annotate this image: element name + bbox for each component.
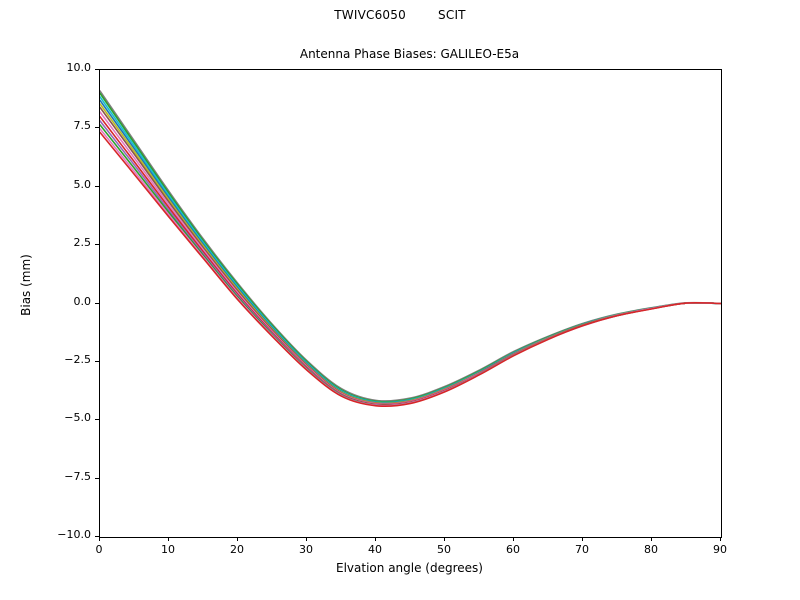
plot-lines-svg	[100, 90, 721, 408]
y-tick-label: 7.5	[73, 119, 92, 133]
chart-title: Antenna Phase Biases: GALILEO-E5a	[299, 47, 520, 61]
series-line	[100, 99, 721, 404]
y-tick-mark	[95, 303, 99, 304]
y-tick-mark	[95, 186, 99, 187]
x-tick-mark	[513, 537, 514, 541]
y-tick-label: 5.0	[73, 177, 92, 191]
plot-area	[99, 69, 722, 538]
y-tick-label: 2.5	[73, 236, 92, 250]
series-line	[100, 120, 721, 407]
x-tick-mark	[168, 537, 169, 541]
series-line	[100, 115, 721, 406]
series-line	[100, 92, 721, 403]
x-tick-label: 80	[644, 543, 658, 556]
y-tick-label: −5.0	[64, 411, 91, 425]
series-line	[100, 103, 721, 405]
y-tick-label: −7.5	[64, 469, 91, 483]
y-tick-mark	[95, 69, 99, 70]
x-tick-mark	[720, 537, 721, 541]
x-tick-mark	[582, 537, 583, 541]
x-tick-label: 70	[575, 543, 589, 556]
series-line	[100, 131, 721, 408]
x-tick-mark	[444, 537, 445, 541]
x-tick-label: 40	[368, 543, 382, 556]
x-tick-label: 0	[95, 543, 103, 556]
series-line	[100, 111, 721, 406]
series-lines-group	[100, 90, 721, 408]
y-axis-label: Bias (mm)	[19, 254, 33, 316]
series-line	[100, 106, 721, 405]
x-tick-label: 30	[299, 543, 313, 556]
x-tick-mark	[237, 537, 238, 541]
x-axis-label: Elvation angle (degrees)	[336, 561, 483, 575]
x-tick-label: 90	[713, 543, 727, 556]
y-tick-label: 10.0	[66, 61, 92, 74]
x-tick-label: 10	[161, 543, 175, 556]
y-tick-mark	[95, 478, 99, 479]
x-tick-mark	[306, 537, 307, 541]
x-tick-mark	[651, 537, 652, 541]
x-tick-label: 20	[230, 543, 244, 556]
series-line	[100, 96, 721, 404]
x-tick-label: 50	[437, 543, 451, 556]
y-tick-mark	[95, 244, 99, 245]
x-tick-label: 60	[506, 543, 520, 556]
y-tick-label: 0.0	[73, 294, 92, 308]
y-tick-mark	[95, 419, 99, 420]
y-tick-mark	[95, 536, 99, 537]
y-tick-mark	[95, 361, 99, 362]
series-line	[100, 124, 721, 407]
y-tick-label: −2.5	[64, 352, 91, 366]
x-tick-mark	[375, 537, 376, 541]
y-tick-label: −10.0	[57, 528, 91, 541]
x-tick-mark	[99, 537, 100, 541]
series-line	[100, 128, 721, 407]
figure-suptitle: TWIVC6050 SCIT	[334, 8, 466, 22]
y-tick-mark	[95, 127, 99, 128]
